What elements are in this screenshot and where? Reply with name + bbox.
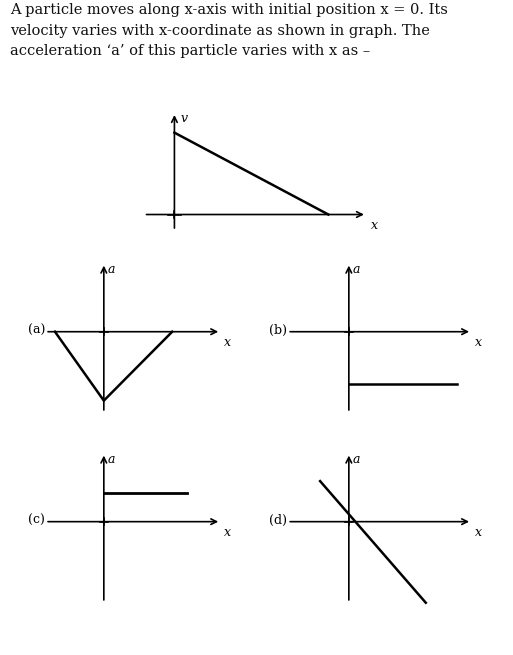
Text: a: a — [353, 263, 361, 276]
Text: x: x — [224, 526, 231, 538]
Text: (c): (c) — [28, 514, 45, 527]
Text: x: x — [475, 336, 482, 348]
Text: (a): (a) — [28, 324, 45, 337]
Text: v: v — [181, 112, 188, 125]
Text: (d): (d) — [269, 514, 287, 527]
Text: (b): (b) — [269, 324, 287, 337]
Text: x: x — [224, 336, 231, 348]
Text: x: x — [371, 219, 379, 232]
Text: a: a — [108, 453, 115, 466]
Text: a: a — [108, 263, 115, 276]
Text: a: a — [353, 453, 361, 466]
Text: A particle moves along x-axis with initial position x = 0. Its
velocity varies w: A particle moves along x-axis with initi… — [10, 3, 448, 58]
Text: x: x — [475, 526, 482, 538]
